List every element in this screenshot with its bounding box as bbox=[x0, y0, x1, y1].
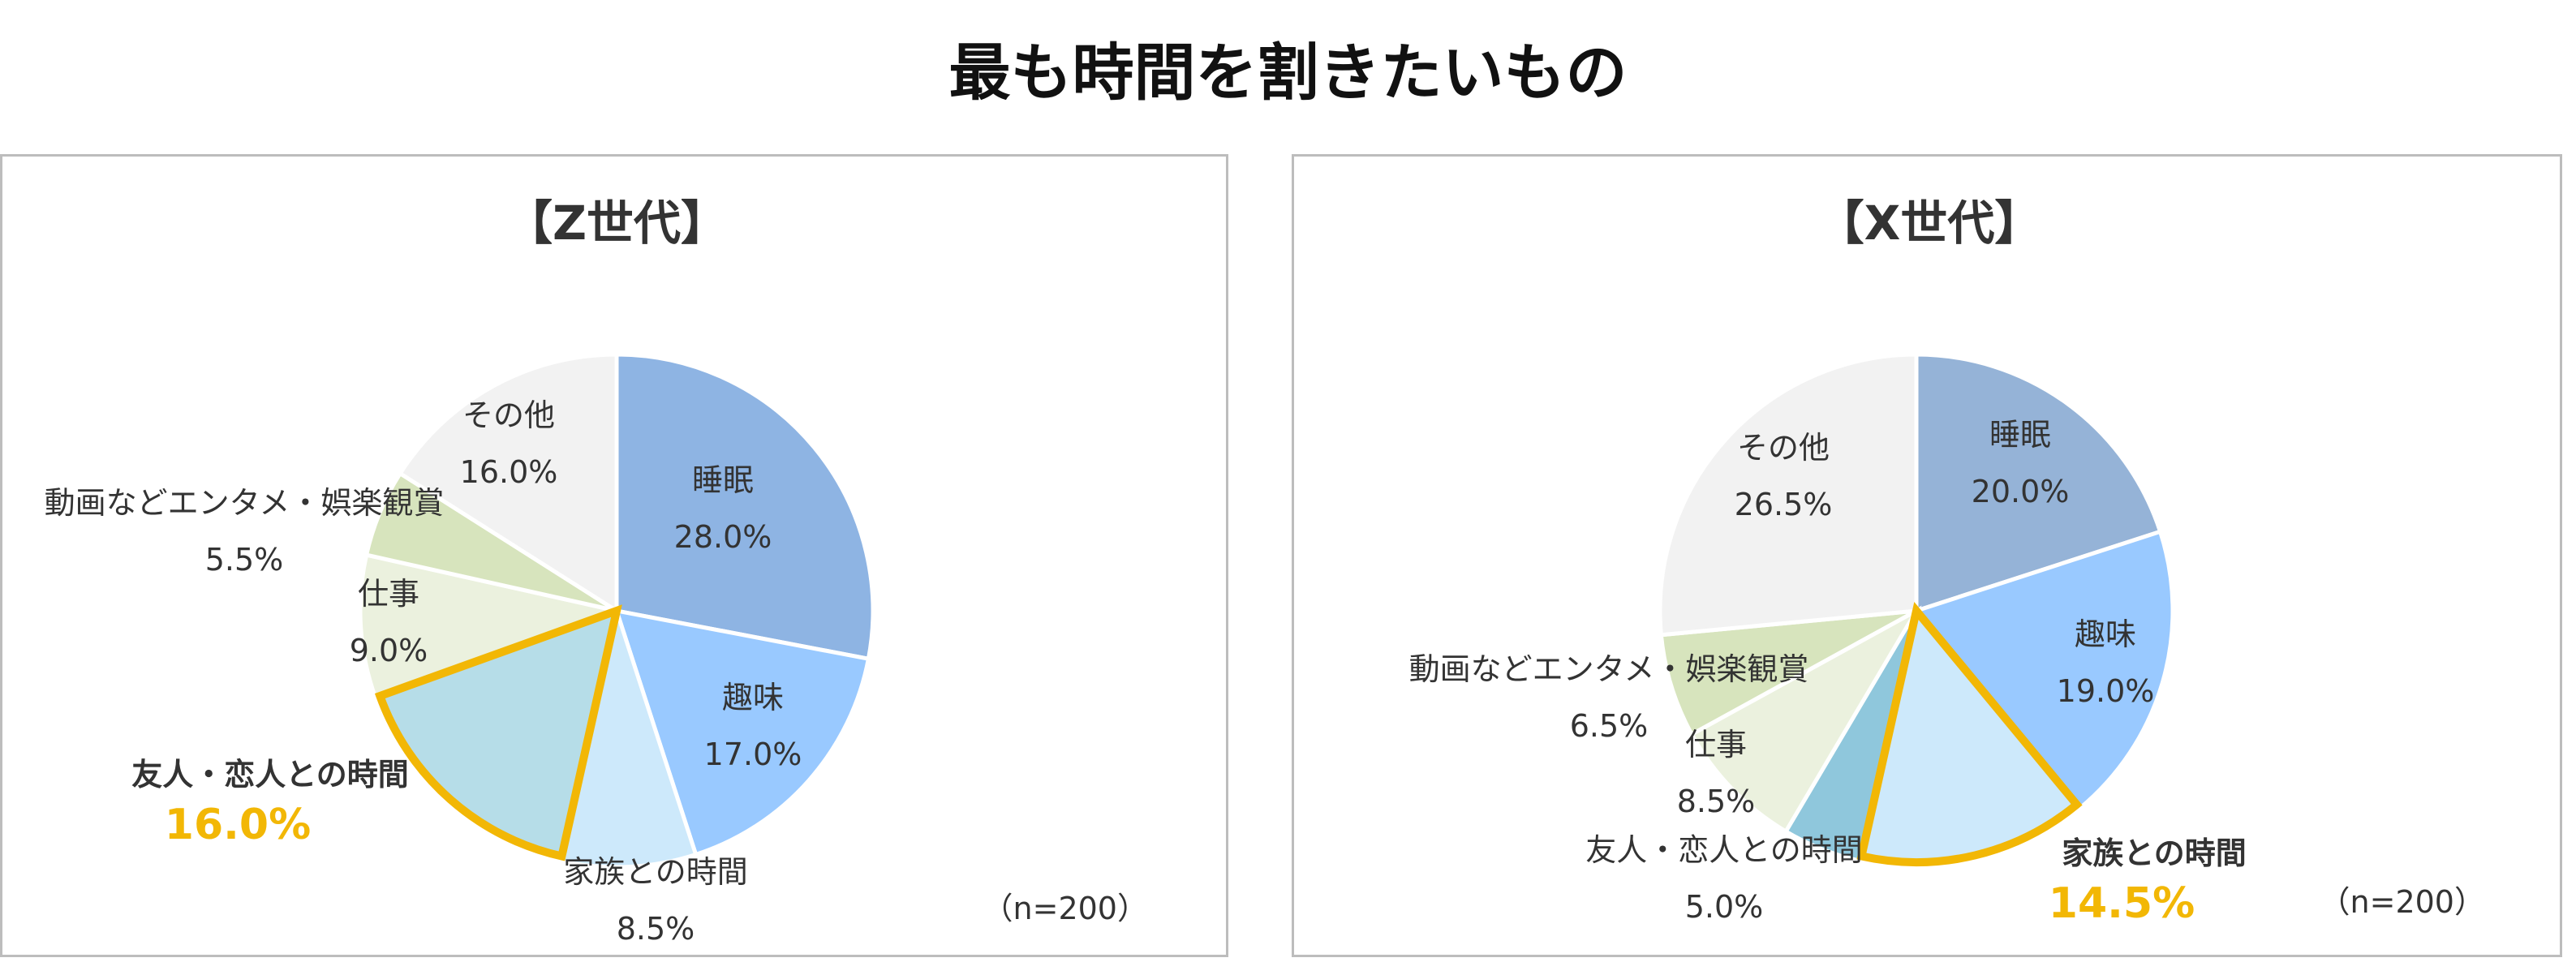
slice-label-3: 友人・恋人との時間 bbox=[131, 757, 409, 792]
highlight-outline bbox=[374, 604, 622, 861]
slice-label-5: 動画などエンタメ・娯楽観賞 bbox=[45, 485, 445, 521]
slice-label-4: 仕事 bbox=[1685, 727, 1747, 762]
slice-label-4: 仕事 bbox=[358, 576, 419, 612]
slice-value-3: 16.0% bbox=[165, 801, 311, 849]
slice-value-0: 28.0% bbox=[674, 519, 772, 555]
sample-size-note: （n=200） bbox=[983, 891, 1148, 926]
chart-panel-x: 【X世代】 睡眠 20.0% 趣味 19.0% 家族との時間 14.5% 友人・恋人との時間… bbox=[1292, 154, 2562, 957]
pie-slice-1 bbox=[613, 608, 871, 857]
slice-value-2: 8.5% bbox=[617, 911, 695, 947]
slice-value-6: 16.0% bbox=[460, 454, 558, 490]
slice-label-0: 睡眠 bbox=[692, 462, 754, 498]
pie-chart-x: 【X世代】 睡眠 20.0% 趣味 19.0% 家族との時間 14.5% 友人・恋人との時間… bbox=[1409, 195, 2485, 928]
pie-slice-4 bbox=[358, 552, 624, 701]
pie-slice-3 bbox=[372, 608, 620, 864]
slice-value-2: 14.5% bbox=[2049, 879, 2195, 928]
chart-title: 【X世代】 bbox=[1817, 195, 2042, 251]
slice-label-2: 家族との時間 bbox=[2062, 835, 2247, 871]
slice-label-0: 睡眠 bbox=[1989, 417, 2051, 453]
slice-label-6: その他 bbox=[1737, 430, 1830, 466]
slice-value-4: 8.5% bbox=[1677, 784, 1756, 819]
highlight-outline bbox=[1856, 601, 2083, 866]
pie-slice-2 bbox=[1858, 606, 2083, 870]
slice-value-5: 5.5% bbox=[205, 542, 284, 578]
pie-slice-1 bbox=[1912, 529, 2175, 812]
chart-title: 【Z世代】 bbox=[505, 195, 728, 251]
slice-label-5: 動画などエンタメ・娯楽観賞 bbox=[1409, 651, 1809, 687]
pie-chart-z: 【Z世代】 睡眠 28.0% 趣味 17.0% 家族との時間 8.5% 友人・恋人との時間 1… bbox=[45, 195, 1148, 947]
slice-value-1: 17.0% bbox=[704, 737, 802, 772]
sample-size-note: （n=200） bbox=[2320, 884, 2485, 920]
page-title: 最も時間を割きたいもの bbox=[948, 37, 1628, 109]
slice-value-3: 5.0% bbox=[1685, 889, 1764, 925]
slice-label-2: 家族との時間 bbox=[563, 854, 748, 890]
slice-value-5: 6.5% bbox=[1570, 708, 1649, 744]
pie-slice-4 bbox=[1688, 605, 1922, 835]
slice-value-0: 20.0% bbox=[1972, 474, 2070, 509]
slice-label-1: 趣味 bbox=[2075, 616, 2136, 652]
slice-value-4: 9.0% bbox=[350, 633, 428, 668]
slice-label-3: 友人・恋人との時間 bbox=[1585, 832, 1863, 868]
slice-value-6: 26.5% bbox=[1735, 487, 1833, 522]
pie-slice-6 bbox=[397, 352, 619, 615]
pie-slice-6 bbox=[1658, 352, 1919, 638]
slice-label-6: その他 bbox=[462, 397, 555, 433]
chart-panel-z: 【Z世代】 睡眠 28.0% 趣味 17.0% 家族との時間 8.5% 友人・恋人との時間 1… bbox=[0, 154, 1228, 957]
slice-value-1: 19.0% bbox=[2057, 673, 2155, 709]
pie-slice-2 bbox=[558, 603, 699, 870]
pie-slice-0 bbox=[614, 352, 875, 662]
pie-slice-0 bbox=[1914, 352, 2163, 614]
slice-label-1: 趣味 bbox=[722, 680, 784, 715]
